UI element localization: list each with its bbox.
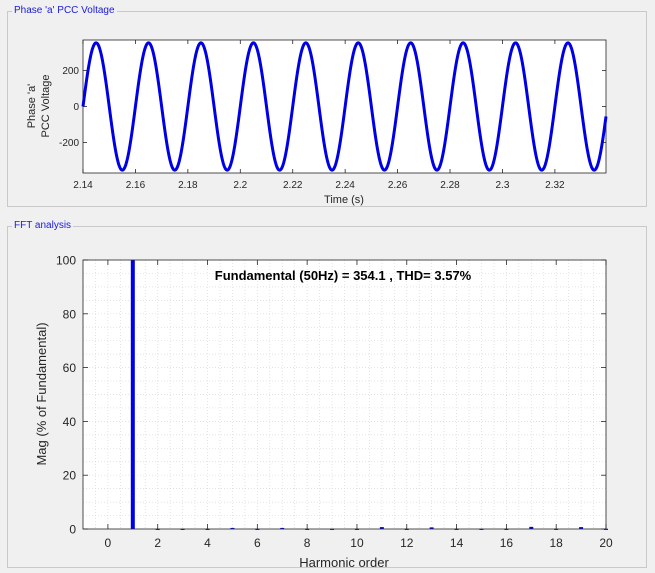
voltage-x-tick-label: 2.18: [178, 180, 198, 191]
fft-bar: [429, 527, 434, 529]
fft-bar: [130, 260, 135, 529]
voltage-y-tick-label: 0: [73, 102, 79, 113]
fft-y-tick-label: 40: [63, 415, 77, 429]
fft-y-tick-label: 0: [69, 523, 76, 537]
voltage-panel: Phase 'a' PCC Voltage: [7, 5, 647, 207]
fft-bar: [379, 527, 384, 529]
fft-y-axis-label: Mag (% of Fundamental): [34, 322, 49, 465]
voltage-y-axis-label-line1: Phase 'a': [26, 84, 38, 129]
fft-x-tick-label: 14: [450, 536, 464, 550]
fft-x-tick-label: 10: [350, 536, 364, 550]
fft-panel: FFT analysis: [7, 220, 647, 568]
fft-bar: [280, 527, 285, 530]
voltage-x-tick-label: 2.3: [495, 180, 509, 191]
voltage-x-tick-label: 2.28: [440, 180, 460, 191]
fft-annotation: Fundamental (50Hz) = 354.1 , THD= 3.57%: [215, 268, 472, 283]
voltage-x-tick-label: 2.32: [545, 180, 565, 191]
fft-y-tick-label: 20: [63, 469, 77, 483]
voltage-x-tick-label: 2.26: [388, 180, 408, 191]
voltage-series-line: [81, 41, 608, 172]
fft-bar: [579, 527, 584, 529]
fft-y-tick-label: 100: [56, 254, 76, 268]
fft-x-tick-label: 2: [154, 536, 161, 550]
voltage-ticks: 2.14 2.16 2.18 2.2 2.22 2.24 2.26 2.28 2.3 2.32 -2…: [59, 40, 606, 191]
fft-x-tick-label: 12: [400, 536, 414, 550]
fft-x-tick-label: 6: [254, 536, 261, 550]
fft-x-tick-label: 16: [500, 536, 514, 550]
fft-y-tick-label: 80: [63, 307, 77, 321]
voltage-y-axis-label-line2: PCC Voltage: [40, 75, 52, 138]
fft-x-tick-label: 18: [550, 536, 564, 550]
voltage-x-tick-label: 2.14: [73, 180, 93, 191]
fft-x-tick-label: 8: [304, 536, 311, 550]
fft-bar: [529, 526, 534, 529]
voltage-x-tick-label: 2.16: [126, 180, 146, 191]
voltage-x-tick-label: 2.2: [233, 180, 247, 191]
fft-x-tick-label: 0: [105, 536, 112, 550]
fft-y-tick-label: 60: [63, 361, 77, 375]
fft-x-tick-label: 20: [599, 536, 613, 550]
fft-x-tick-label: 4: [204, 536, 211, 550]
voltage-y-tick-label: 200: [62, 66, 79, 77]
fft-panel-title: FFT analysis: [12, 220, 74, 232]
voltage-y-tick-label: -200: [59, 138, 79, 149]
fft-x-axis-label: Harmonic order: [299, 555, 389, 570]
voltage-panel-title: Phase 'a' PCC Voltage: [12, 5, 117, 17]
fft-ticks: 0 2 4 6 8 10 12 14 16 18 20 0 20 40 60 80 100: [56, 254, 613, 551]
fft-bar: [230, 527, 235, 530]
fft-grid: [82, 259, 607, 530]
fft-plot-border: [82, 259, 607, 530]
voltage-x-axis-label: Time (s): [324, 194, 364, 206]
voltage-x-tick-label: 2.22: [283, 180, 303, 191]
voltage-x-tick-label: 2.24: [335, 180, 355, 191]
